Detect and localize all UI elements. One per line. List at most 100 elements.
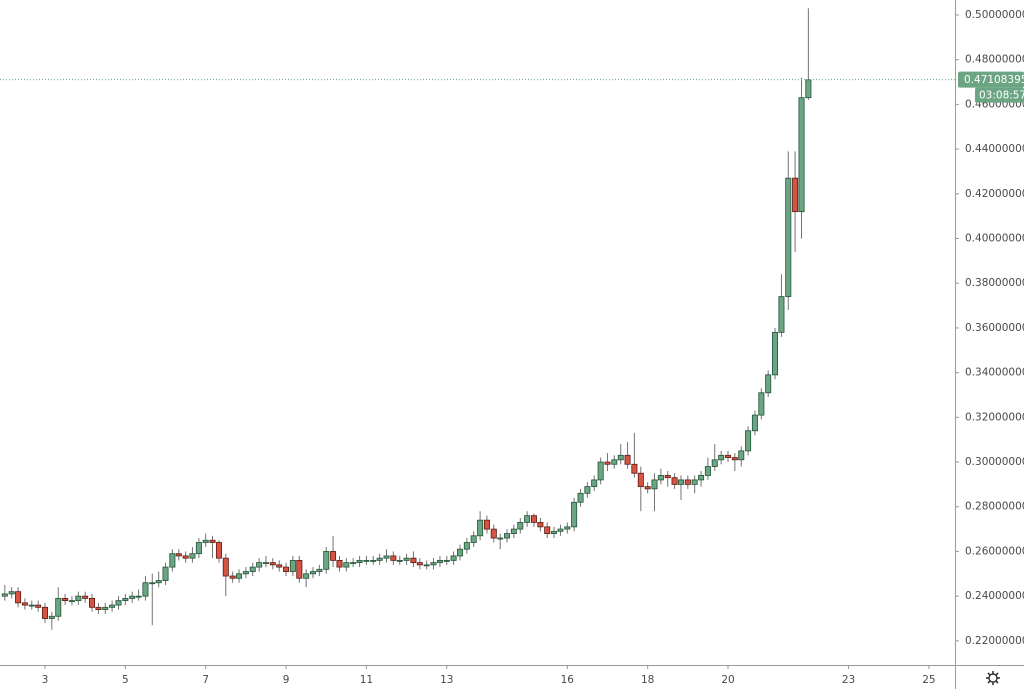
candle-body	[631, 463, 638, 474]
candle-body	[571, 501, 578, 528]
candle-body	[671, 477, 678, 485]
candle-body	[396, 559, 403, 562]
candle-body	[229, 575, 236, 579]
candle-body	[195, 542, 202, 555]
candle-body	[792, 177, 799, 213]
candle-body	[624, 454, 631, 465]
candle-body	[276, 564, 283, 568]
y-tick-label: 0.34000000	[965, 367, 1024, 379]
candle-body	[677, 479, 684, 485]
candle-body	[215, 542, 222, 559]
countdown-label: 03:08:57	[979, 90, 1024, 102]
candle-body	[644, 486, 651, 490]
candle-body	[758, 392, 765, 416]
candle-body	[704, 466, 711, 476]
candle-body	[604, 461, 611, 465]
candle-body	[95, 606, 102, 610]
candle-body	[731, 457, 738, 461]
candle-body	[530, 515, 537, 523]
candle-body	[343, 562, 350, 568]
candle-body	[269, 562, 276, 566]
candle-body	[664, 475, 671, 479]
candle-body	[738, 450, 745, 461]
candle-body	[470, 535, 477, 543]
candle-body	[115, 600, 122, 606]
countdown-tag	[975, 87, 1024, 103]
candle-body	[457, 548, 464, 557]
candle-body	[15, 591, 22, 604]
candle-body	[584, 486, 591, 494]
candle-body	[109, 604, 116, 608]
candle-body	[35, 604, 42, 608]
candle-body	[336, 559, 343, 568]
candle-body	[62, 597, 69, 602]
candle-body	[323, 551, 330, 570]
y-tick-label: 0.40000000	[965, 233, 1024, 245]
candle-body	[182, 555, 189, 559]
x-tick-label: 7	[202, 674, 209, 686]
candle-body	[684, 479, 691, 485]
candle-body	[805, 79, 812, 99]
candle-body	[483, 519, 490, 530]
y-tick-label: 0.38000000	[965, 277, 1024, 289]
candle-body	[403, 557, 410, 561]
candle-body	[222, 557, 229, 577]
candle-body	[236, 573, 243, 579]
candle-body	[202, 539, 209, 543]
candle-body	[537, 521, 544, 528]
candle-body	[68, 600, 75, 603]
x-tick-label: 16	[561, 674, 575, 686]
candle-body	[751, 414, 758, 432]
x-tick-label: 25	[922, 674, 935, 686]
gear-ring[interactable]	[988, 673, 998, 683]
candle-body	[698, 475, 705, 481]
candle-body	[504, 533, 511, 539]
candle-body	[28, 604, 35, 607]
candle-body	[390, 555, 397, 561]
candle-body	[711, 459, 718, 467]
candle-body	[142, 582, 149, 597]
candle-body	[189, 553, 196, 559]
candle-body	[256, 562, 263, 568]
candle-body	[82, 595, 89, 599]
candle-body	[8, 591, 15, 595]
settings-gear[interactable]	[986, 671, 1000, 685]
candle-body	[657, 475, 664, 481]
candle-body	[436, 559, 443, 564]
candle-body	[577, 492, 584, 503]
candle-body	[745, 430, 752, 452]
candle-body	[48, 615, 55, 619]
candle-body	[772, 331, 779, 376]
candle-body	[510, 528, 517, 534]
candle-body	[1, 593, 8, 597]
candle-body	[651, 479, 658, 490]
candle-body	[477, 519, 484, 537]
candle-body	[725, 454, 732, 458]
candle-body	[55, 597, 62, 617]
candle-body	[175, 553, 182, 557]
candle-body	[242, 571, 249, 575]
candle-body	[303, 573, 310, 579]
candle-body	[169, 553, 176, 568]
gear-teeth[interactable]	[986, 671, 1000, 685]
candle-body	[490, 528, 497, 539]
candle-body	[209, 539, 216, 543]
candle-body	[296, 559, 303, 579]
candle-body	[75, 595, 82, 602]
candle-body	[557, 528, 564, 532]
y-tick-label: 0.32000000	[965, 411, 1024, 423]
y-tick-label: 0.42000000	[965, 188, 1024, 200]
y-tick-label: 0.50000000	[965, 9, 1024, 21]
candle-body	[383, 555, 390, 559]
candle-body	[564, 526, 571, 530]
candle-body	[249, 566, 256, 572]
y-tick-label: 0.26000000	[965, 545, 1024, 557]
candle-body	[89, 597, 96, 608]
candle-body	[450, 555, 457, 561]
candle-body	[363, 559, 370, 562]
candle-body	[617, 454, 624, 461]
last-price-label: 0.47108395	[964, 74, 1024, 86]
candle-body	[718, 454, 725, 461]
candle-body	[289, 559, 296, 572]
